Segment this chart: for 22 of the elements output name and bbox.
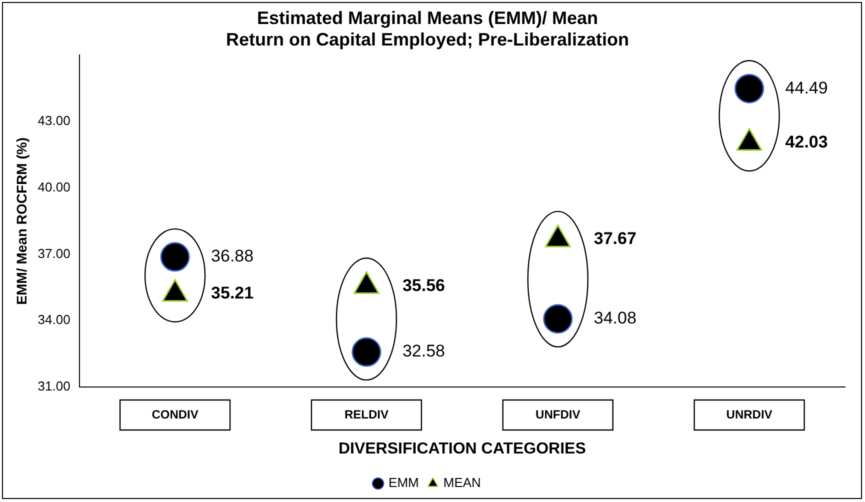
data-label: 35.21 (211, 284, 254, 303)
y-tick-label: 37.00 (38, 246, 70, 261)
x-tick-label: CONDIV (152, 407, 198, 422)
x-tick-label: UNFDIV (536, 407, 580, 422)
data-label: 44.49 (785, 78, 828, 98)
data-label: 36.88 (211, 246, 254, 266)
data-label: 37.67 (594, 229, 636, 248)
x-axis-title: DIVERSIFICATION CATEGORIES (338, 440, 586, 458)
y-tick-label: 40.00 (38, 180, 70, 194)
x-tick-label: RELDIV (344, 407, 388, 422)
y-axis-title: EMM/ Mean ROCFRM (%) (13, 137, 30, 305)
data-label: 32.58 (402, 342, 446, 361)
y-tick-label: 43.00 (38, 113, 70, 128)
x-tick-label: UNRDIV (726, 407, 772, 422)
data-label: 42.03 (785, 132, 828, 152)
chart-title: Estimated Marginal Means (EMM)/ Mean Return on Capital Employed; Pre-Liberalization (226, 8, 630, 50)
legend-label: MEAN (443, 475, 481, 490)
legend-label: EMM (388, 475, 419, 490)
data-label: 34.08 (594, 308, 636, 328)
y-tick-label: 34.00 (38, 312, 70, 328)
y-tick-label: 31.00 (38, 378, 70, 394)
data-label: 35.56 (402, 276, 446, 295)
